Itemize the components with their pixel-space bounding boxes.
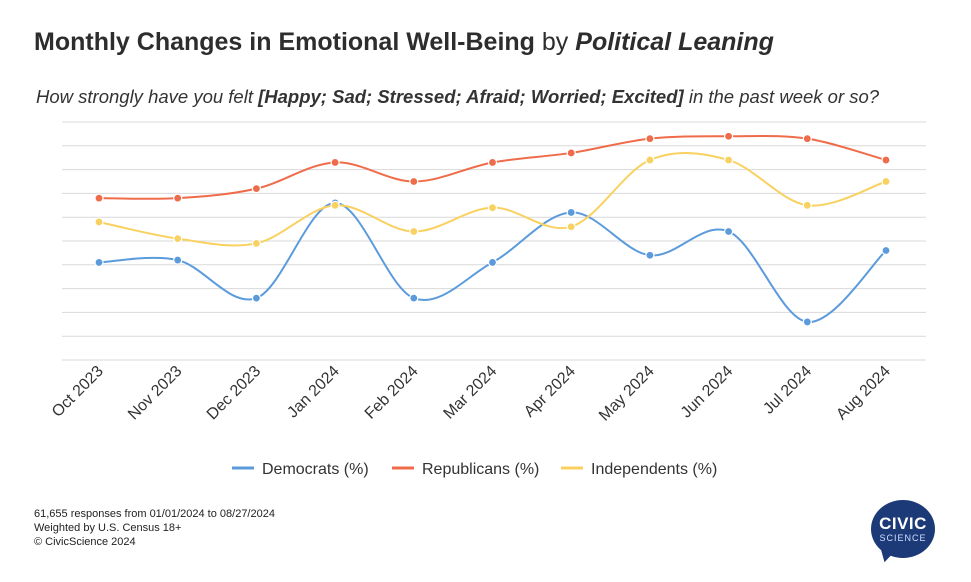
x-tick-label: Jun 2024 [678, 363, 737, 422]
x-tick-label: Jul 2024 [760, 363, 815, 418]
data-point-democrats [881, 245, 891, 256]
data-point-independents [94, 217, 104, 227]
legend: Democrats (%) Republicans (%) Independents… [232, 461, 717, 478]
data-point-democrats [802, 317, 812, 327]
data-point-independents [645, 155, 655, 165]
x-tick-label: Oct 2023 [49, 363, 107, 421]
data-point-republicans [409, 176, 419, 187]
chart-title: Monthly Changes in Emotional Well-Being … [34, 28, 774, 57]
legend-label: Republicans (%) [422, 461, 539, 478]
logo-bubble [871, 500, 935, 558]
footnotes: 61,655 responses from 01/01/2024 to 08/2… [34, 507, 275, 549]
data-point-republicans [487, 157, 498, 168]
logo-text-science: SCIENCE [879, 533, 927, 543]
subtitle-post: in the past week or so? [688, 86, 880, 107]
legend-label: Democrats (%) [262, 461, 369, 478]
data-point-independents [173, 234, 183, 244]
data-point-republicans [802, 134, 812, 144]
data-point-independents [330, 200, 340, 210]
data-point-democrats [645, 250, 655, 260]
data-point-republicans [645, 134, 655, 144]
data-point-independents [487, 203, 498, 213]
title-by: by [541, 28, 569, 56]
civicscience-logo: CIVIC SCIENCE [871, 500, 935, 565]
gridlines [62, 121, 926, 361]
data-point-independents [881, 176, 891, 187]
footnote-responses: 61,655 responses from 01/01/2024 to 08/2… [34, 508, 275, 520]
chart-subtitle: How strongly have you felt [Happy; Sad; … [36, 86, 879, 108]
title-lean: Political Leaning [575, 28, 774, 56]
data-point-republicans [881, 155, 891, 165]
x-tick-label: Nov 2023 [125, 363, 186, 424]
data-point-democrats [723, 226, 734, 237]
data-points [94, 131, 891, 327]
footnote-copyright: © CivicScience 2024 [34, 536, 136, 548]
data-point-democrats [409, 293, 419, 303]
data-point-independents [566, 222, 576, 232]
data-point-democrats [173, 255, 183, 265]
data-point-independents [723, 155, 734, 165]
data-point-republicans [173, 193, 183, 203]
footnote-weighting: Weighted by U.S. Census 18+ [34, 522, 182, 534]
legend-label: Independents (%) [591, 461, 717, 478]
x-tick-label: Dec 2023 [204, 363, 265, 424]
data-point-republicans [94, 193, 104, 203]
data-point-democrats [94, 257, 104, 268]
data-point-republicans [566, 148, 576, 158]
data-point-democrats [251, 293, 261, 303]
data-point-republicans [251, 184, 261, 194]
x-tick-label: Apr 2024 [521, 363, 579, 421]
title-main: Monthly Changes in Emotional Well-Being [34, 28, 535, 56]
data-point-independents [251, 238, 261, 248]
data-point-independents [802, 200, 812, 210]
x-axis-tick-labels: Oct 2023 Nov 2023 Dec 2023 Jan 2024 Feb 2024… [49, 363, 894, 425]
subtitle-pre: How strongly have you felt [36, 86, 253, 107]
x-tick-label: Feb 2024 [362, 363, 422, 423]
x-tick-label: Aug 2024 [833, 363, 894, 424]
logo-text-civic: CIVIC [879, 514, 927, 533]
x-tick-label: Mar 2024 [441, 363, 501, 423]
data-point-republicans [723, 131, 734, 141]
data-point-independents [409, 226, 419, 237]
data-point-republicans [330, 157, 340, 168]
data-point-democrats [566, 207, 576, 218]
subtitle-emotions: [Happy; Sad; Stressed; Afraid; Worried; … [258, 86, 684, 107]
x-tick-label: Jan 2024 [284, 363, 343, 422]
x-tick-label: May 2024 [596, 363, 658, 425]
data-point-democrats [487, 257, 498, 268]
